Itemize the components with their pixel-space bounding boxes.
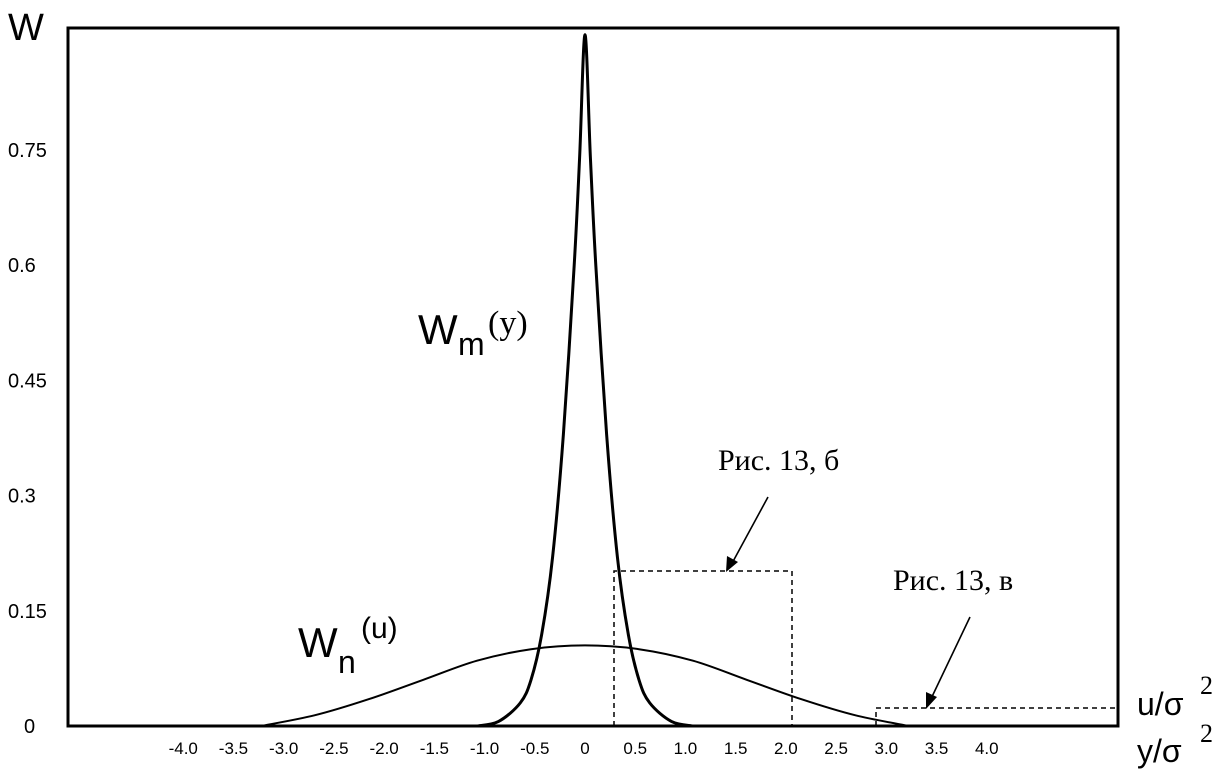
series-wn-curve — [260, 644, 910, 727]
x-tick-label: 3.5 — [925, 739, 949, 758]
x-axis-label-y-text: y/σ — [1137, 733, 1182, 769]
y-tick-label: 0.75 — [8, 140, 47, 162]
x-tick-label: 2.5 — [824, 739, 848, 758]
y-tick-label: 0 — [24, 716, 35, 738]
annotation-fig13c-arrowhead — [926, 692, 937, 709]
x-tick-label: 2.0 — [774, 739, 798, 758]
x-axis-label-y-exp: 2 — [1200, 719, 1213, 748]
x-axis-label-y: y/σ 2 — [1137, 719, 1213, 769]
x-tick-label: -2.5 — [319, 739, 348, 758]
x-tick-label: -3.5 — [219, 739, 248, 758]
series-label-wm-sub: m — [458, 326, 485, 362]
y-tick-labels: 0.75 0.6 0.45 0.3 0.15 0 — [8, 140, 47, 738]
y-axis-label: W — [8, 7, 44, 49]
annotation-fig13c-box — [875, 707, 1118, 726]
x-tick-label: -2.0 — [369, 739, 398, 758]
series-wm-curve — [476, 33, 694, 728]
x-axis-label-u-text: u/σ — [1137, 686, 1184, 722]
series-group — [260, 33, 910, 728]
series-label-wm-arg: (y) — [488, 305, 528, 342]
series-label-wn-arg: (u) — [361, 612, 398, 645]
x-tick-labels: -4.0 -3.5 -3.0 -2.5 -2.0 -1.5 -1.0 -0.5 0 0.5 1.0 1… — [169, 739, 999, 758]
y-tick-label: 0.15 — [8, 601, 47, 623]
annotation-fig13b-arrow — [729, 496, 769, 568]
x-tick-label: 0.5 — [623, 739, 647, 758]
x-tick-label: -1.0 — [470, 739, 499, 758]
annotation-fig13c: Рис. 13, в — [875, 564, 1118, 726]
x-tick-label: 4.0 — [975, 739, 999, 758]
annotation-fig13b-arrowhead — [726, 556, 738, 572]
annotation-fig13c-label: Рис. 13, в — [893, 564, 1013, 597]
x-tick-label: -1.5 — [420, 739, 449, 758]
y-tick-label: 0.45 — [8, 370, 47, 392]
x-tick-label: 1.5 — [724, 739, 748, 758]
x-tick-label: 3.0 — [874, 739, 898, 758]
x-axis-label-u-exp: 2 — [1200, 671, 1213, 700]
plot-frame — [66, 26, 1120, 728]
annotation-fig13b-label: Рис. 13, б — [718, 444, 839, 477]
series-label-wn-sub: n — [338, 644, 356, 680]
x-tick-label: -3.0 — [269, 739, 298, 758]
x-tick-label: 1.0 — [674, 739, 698, 758]
annotation-fig13b: Рис. 13, б — [613, 444, 839, 726]
y-tick-label: 0.6 — [8, 255, 36, 277]
series-label-wm: W m (y) — [418, 305, 528, 362]
x-tick-label: -4.0 — [169, 739, 198, 758]
x-axis-label-u: u/σ 2 — [1137, 671, 1213, 722]
x-tick-label: 0 — [580, 739, 589, 758]
series-label-wm-main: W — [418, 306, 458, 353]
x-tick-label: -0.5 — [520, 739, 549, 758]
annotation-fig13b-box — [613, 570, 793, 726]
series-label-wn: W n (u) — [298, 612, 398, 680]
y-tick-label: 0.3 — [8, 486, 36, 508]
series-label-wn-main: W — [298, 619, 338, 666]
annotation-fig13c-arrow — [928, 616, 971, 704]
